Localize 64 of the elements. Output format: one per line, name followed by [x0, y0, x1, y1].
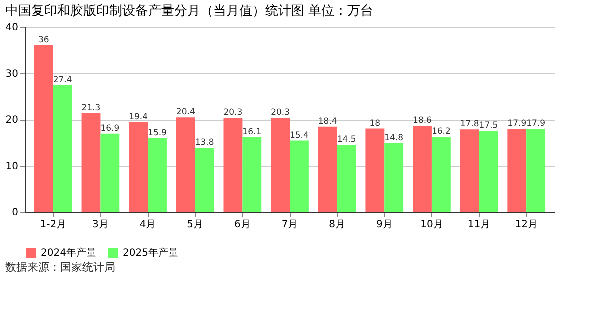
bar [148, 138, 167, 212]
x-tick-label: 5月 [187, 220, 204, 230]
x-tick-label: 6月 [234, 220, 251, 230]
bar [271, 118, 290, 212]
y-tick-label: 30 [6, 68, 18, 80]
data-label: 20.4 [176, 108, 196, 118]
source-note: 数据来源：国家统计局 [5, 261, 116, 274]
data-label: 18 [370, 118, 381, 129]
x-tick-label: 9月 [376, 220, 393, 230]
bar [195, 148, 214, 212]
data-label: 16.1 [242, 128, 262, 138]
bar [508, 129, 527, 212]
data-label: 17.8 [460, 120, 480, 130]
data-label: 16.9 [100, 124, 120, 134]
legend-label: 2025年产量 [123, 247, 178, 259]
x-tick-label: 1-2月 [40, 220, 67, 230]
data-label: 14.8 [384, 134, 404, 144]
data-label: 20.3 [224, 108, 243, 118]
data-label: 18.4 [318, 116, 338, 127]
x-tick-label: 4月 [140, 220, 156, 230]
bar [224, 118, 243, 212]
bar [460, 130, 480, 212]
data-label: 14.5 [337, 134, 356, 145]
bar [129, 122, 148, 212]
data-label: 21.3 [82, 103, 101, 114]
bar [82, 113, 101, 212]
data-label: 19.4 [129, 112, 148, 122]
x-tick-label: 3月 [92, 220, 109, 230]
bar [366, 128, 385, 212]
bar [526, 129, 546, 212]
y-tick-label: 0 [12, 208, 18, 218]
x-tick-label: 10月 [420, 220, 444, 230]
bar [318, 126, 338, 212]
y-tick-label: 40 [6, 22, 18, 34]
x-tick-label: 7月 [282, 220, 298, 230]
x-tick-label: 8月 [329, 220, 346, 230]
bar [413, 126, 432, 212]
y-tick-label: 10 [6, 161, 18, 172]
data-label: 27.4 [53, 75, 72, 86]
data-label: 13.8 [195, 138, 214, 148]
x-tick-label: 11月 [468, 220, 491, 230]
bar [242, 138, 262, 212]
data-label: 17.9 [508, 119, 527, 130]
data-label: 15.9 [148, 128, 167, 138]
bar [100, 134, 120, 212]
bar [176, 118, 196, 212]
data-label: 16.2 [432, 127, 451, 138]
data-label: 17.9 [526, 119, 546, 130]
chart-title: 中国复印和胶版印制设备产量分月（当月值）统计图 单位：万台 [5, 4, 374, 19]
bar [53, 85, 72, 212]
data-label: 36 [38, 36, 50, 46]
bar [337, 144, 356, 212]
bar [432, 137, 451, 212]
bar [290, 140, 309, 212]
data-label: 17.5 [479, 121, 498, 132]
bar [384, 144, 404, 212]
bar [479, 131, 498, 212]
legend-label: 2024年产量 [41, 247, 96, 259]
y-tick-label: 20 [6, 115, 18, 126]
x-tick-label: 12月 [515, 220, 538, 230]
data-label: 18.6 [413, 116, 432, 126]
bar [34, 46, 54, 212]
data-label: 20.3 [271, 108, 290, 118]
data-label: 15.4 [290, 130, 309, 141]
